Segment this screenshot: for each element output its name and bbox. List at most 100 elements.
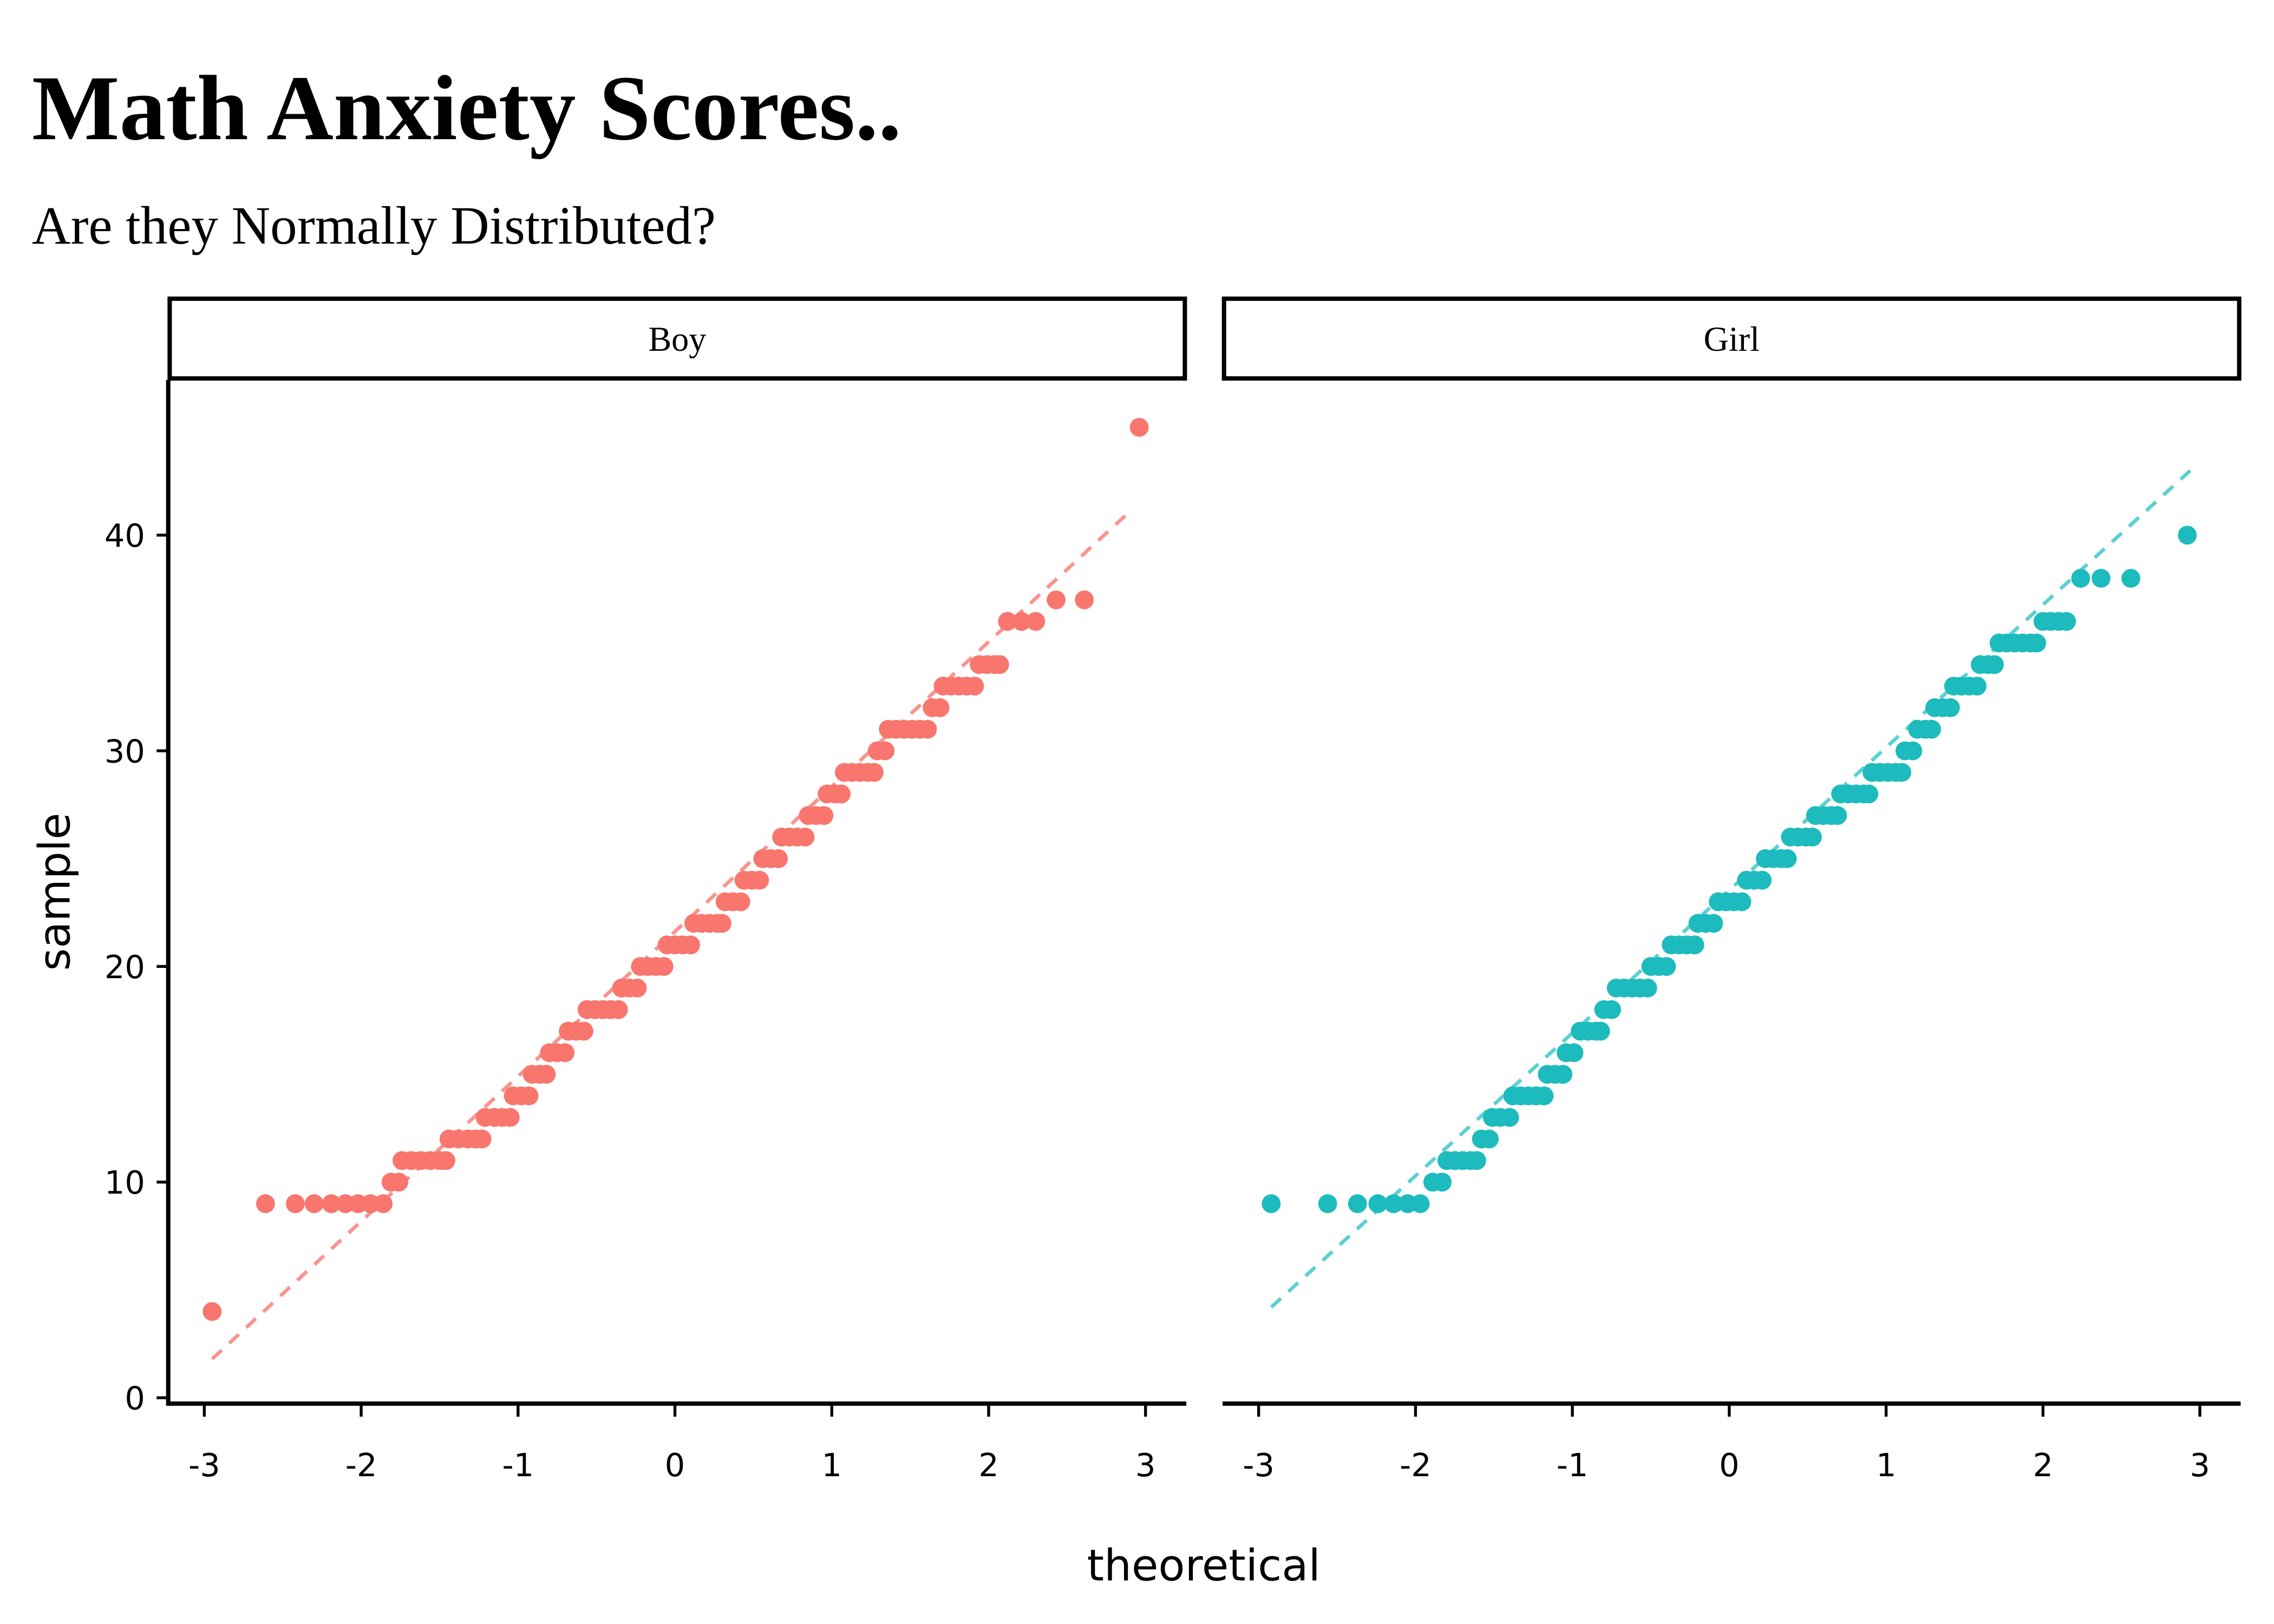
strip (167, 296, 1187, 381)
point (681, 935, 700, 954)
point (1410, 1194, 1430, 1213)
point (1467, 1151, 1486, 1170)
strip (1221, 296, 2242, 381)
point (2071, 568, 2090, 588)
point (814, 806, 834, 825)
point (1500, 1108, 1519, 1127)
point (2121, 568, 2140, 588)
point (1348, 1194, 1367, 1213)
point (1922, 719, 1942, 739)
point (750, 870, 769, 890)
point (2027, 633, 2047, 653)
point (574, 1021, 593, 1041)
point (795, 827, 815, 847)
point (965, 677, 984, 696)
y-tick-label: 0 (125, 1380, 145, 1417)
point (832, 784, 851, 804)
point (1903, 741, 1923, 761)
point (256, 1194, 275, 1213)
x-tick-label: -1 (502, 1446, 534, 1484)
point (1591, 1021, 1610, 1041)
x-tick-label: 0 (665, 1446, 685, 1484)
point (998, 612, 1017, 631)
point (1803, 827, 1822, 847)
point (731, 892, 750, 912)
point (537, 1065, 556, 1084)
x-tick-label: 3 (1135, 1446, 1155, 1484)
strip-label: Boy (648, 320, 706, 358)
x-tick-label: -2 (345, 1446, 377, 1484)
point (1384, 1194, 1403, 1213)
point (654, 957, 674, 976)
y-tick-label: 30 (104, 732, 145, 770)
point (1778, 849, 1797, 868)
point (1262, 1194, 1281, 1213)
point (1480, 1129, 1499, 1149)
point (1368, 1194, 1388, 1213)
point (1753, 870, 1772, 890)
point (1968, 677, 1987, 696)
point (285, 1194, 305, 1213)
point (202, 1302, 222, 1321)
x-tick-label: 2 (978, 1446, 998, 1484)
point (1638, 978, 1657, 998)
point (2178, 526, 2197, 545)
chart-title: Math Anxiety Scores.. (32, 57, 901, 160)
point (1657, 957, 1676, 976)
point (1553, 1065, 1573, 1084)
point (1859, 784, 1879, 804)
point (609, 1000, 628, 1019)
x-tick-label: 0 (1719, 1446, 1739, 1484)
point (1732, 892, 1752, 912)
chart-subtitle: Are they Normally Distributed? (32, 197, 716, 256)
point (1564, 1043, 1584, 1063)
y-tick-label: 40 (104, 517, 145, 554)
point (374, 1194, 393, 1213)
y-axis-label: sample (29, 813, 80, 971)
point (322, 1194, 341, 1213)
point (2092, 568, 2110, 588)
x-tick-label: -3 (188, 1446, 220, 1484)
point (472, 1129, 492, 1149)
x-axis-label: theoretical (1087, 1540, 1321, 1591)
x-tick-label: 2 (2033, 1446, 2053, 1484)
x-tick-label: -2 (1400, 1446, 1432, 1484)
point (1047, 590, 1066, 610)
y-tick-label: 20 (104, 948, 145, 986)
point (436, 1151, 455, 1170)
point (1828, 806, 1847, 825)
point (1012, 612, 1031, 631)
strip-label: Girl (1703, 320, 1760, 358)
point (769, 849, 788, 868)
point (1129, 418, 1149, 437)
point (500, 1108, 520, 1127)
point (875, 741, 895, 761)
point (990, 655, 1009, 675)
point (1075, 590, 1094, 610)
point (930, 698, 950, 717)
point (713, 914, 731, 933)
point (1433, 1173, 1452, 1192)
x-tick-label: 1 (1876, 1446, 1896, 1484)
y-tick-label: 10 (104, 1164, 145, 1201)
x-tick-label: -3 (1243, 1446, 1275, 1484)
point (1940, 698, 1960, 717)
x-tick-label: 3 (2190, 1446, 2210, 1484)
point (918, 719, 937, 739)
point (1892, 763, 1911, 782)
x-tick-label: -1 (1557, 1446, 1589, 1484)
point (628, 978, 647, 998)
point (389, 1173, 409, 1192)
point (556, 1043, 575, 1063)
point (304, 1194, 324, 1213)
point (2057, 612, 2076, 631)
point (1985, 655, 2004, 675)
point (1534, 1086, 1554, 1105)
point (1318, 1194, 1337, 1213)
point (1602, 1000, 1621, 1019)
point (865, 763, 884, 782)
point (1026, 612, 1045, 631)
